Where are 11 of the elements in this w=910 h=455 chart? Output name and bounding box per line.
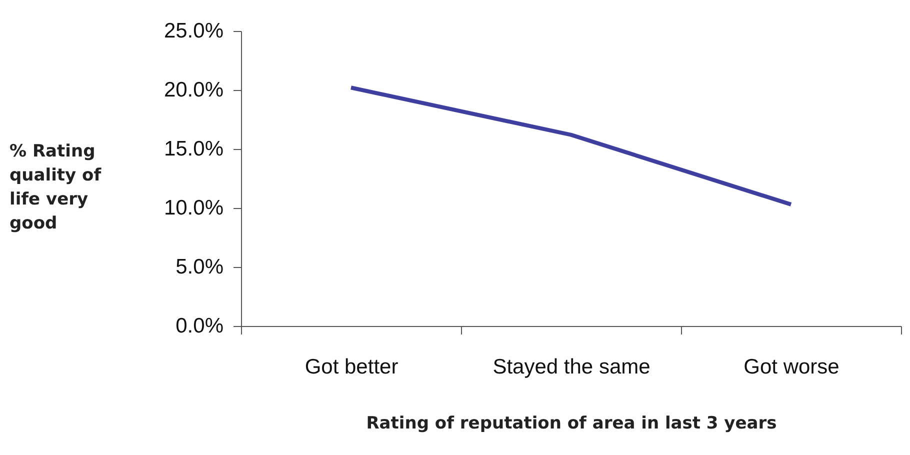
y-tick-label: 0.0% xyxy=(176,314,224,338)
x-tick-label: Got worse xyxy=(744,356,840,378)
x-tick-label: Stayed the same xyxy=(492,356,650,378)
y-tick-label: 5.0% xyxy=(176,256,224,278)
y-axis-title: % Rating quality of life very good xyxy=(10,142,102,234)
y-tick-label: 25.0% xyxy=(164,20,224,42)
y-tick-label: 20.0% xyxy=(164,78,224,102)
y-tick-label: 10.0% xyxy=(164,196,224,220)
y-tick-label: 15.0% xyxy=(164,138,224,160)
x-axis-title: Rating of reputation of area in last 3 years xyxy=(366,414,777,434)
x-tick-label: Got better xyxy=(304,356,398,378)
